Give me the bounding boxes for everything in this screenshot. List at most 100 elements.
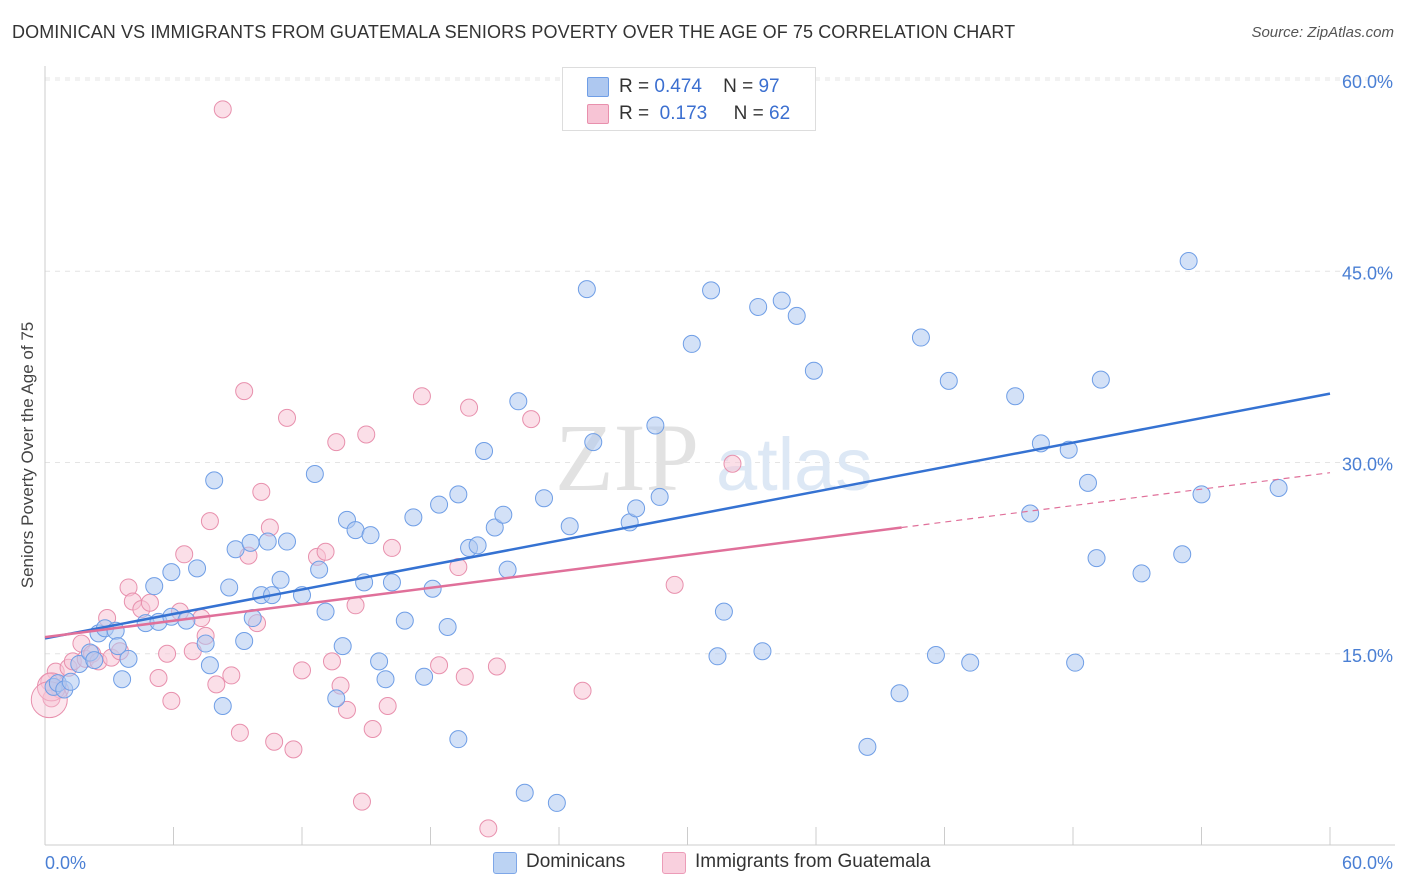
dominican-point[interactable] <box>278 532 297 551</box>
guatemala-point[interactable] <box>573 681 592 700</box>
dominican-point[interactable] <box>702 281 721 300</box>
dominican-point[interactable] <box>772 291 791 310</box>
guatemala-point[interactable] <box>665 575 684 594</box>
guatemala-point[interactable] <box>460 398 479 417</box>
dominican-point[interactable] <box>961 653 980 672</box>
dominican-point[interactable] <box>327 689 346 708</box>
dominican-point[interactable] <box>162 563 181 582</box>
guatemala-point[interactable] <box>213 100 232 119</box>
guatemala-point[interactable] <box>252 482 271 501</box>
guatemala-point[interactable] <box>207 675 226 694</box>
guatemala-point[interactable] <box>723 454 742 473</box>
dominican-point[interactable] <box>560 517 579 536</box>
guatemala-point[interactable] <box>265 732 284 751</box>
dominican-point[interactable] <box>911 328 930 347</box>
guatemala-point[interactable] <box>175 545 194 564</box>
guatemala-point[interactable] <box>140 593 159 612</box>
dominican-point[interactable] <box>241 533 260 552</box>
dominican-point[interactable] <box>1078 473 1097 492</box>
guatemala-point[interactable] <box>487 657 506 676</box>
dominican-point[interactable] <box>220 578 239 597</box>
dominican-point[interactable] <box>119 649 138 668</box>
dominican-point[interactable] <box>475 442 494 461</box>
dominican-point[interactable] <box>305 464 324 483</box>
dominican-point[interactable] <box>1179 252 1198 271</box>
dominican-point[interactable] <box>1091 370 1110 389</box>
dominican-point[interactable] <box>333 637 352 656</box>
guatemala-point[interactable] <box>382 538 401 557</box>
dominican-point[interactable] <box>547 793 566 812</box>
guatemala-point[interactable] <box>378 697 397 716</box>
guatemala-point[interactable] <box>352 792 371 811</box>
guatemala-point[interactable] <box>327 433 346 452</box>
dominican-point[interactable] <box>708 647 727 666</box>
dominican-point[interactable] <box>226 540 245 559</box>
guatemala-point[interactable] <box>337 700 356 719</box>
dominican-point[interactable] <box>200 656 219 675</box>
dominican-point[interactable] <box>1087 549 1106 568</box>
dominican-point[interactable] <box>646 416 665 435</box>
dominican-point[interactable] <box>1021 504 1040 523</box>
dominican-point[interactable] <box>113 670 132 689</box>
guatemala-point[interactable] <box>162 691 181 710</box>
dominican-point[interactable] <box>438 617 457 636</box>
guatemala-point[interactable] <box>235 382 254 401</box>
dominican-point[interactable] <box>271 570 290 589</box>
dominican-point[interactable] <box>205 471 224 490</box>
guatemala-point[interactable] <box>316 542 335 561</box>
dominican-point[interactable] <box>714 602 733 621</box>
dominican-point[interactable] <box>1066 653 1085 672</box>
dominican-point[interactable] <box>213 697 232 716</box>
dominican-point[interactable] <box>404 508 423 527</box>
guatemala-point[interactable] <box>363 719 382 738</box>
dominican-point[interactable] <box>494 505 513 524</box>
dominican-point[interactable] <box>926 646 945 665</box>
guatemala-point[interactable] <box>357 425 376 444</box>
dominican-point[interactable] <box>316 602 335 621</box>
dominican-point[interactable] <box>361 526 380 545</box>
dominican-point[interactable] <box>346 521 365 540</box>
dominican-point[interactable] <box>61 672 80 691</box>
guatemala-point[interactable] <box>278 408 297 427</box>
guatemala-point[interactable] <box>149 668 168 687</box>
dominican-point[interactable] <box>468 536 487 555</box>
dominican-point[interactable] <box>787 306 806 325</box>
dominican-point[interactable] <box>145 577 164 596</box>
dominican-point[interactable] <box>395 611 414 630</box>
dominican-point[interactable] <box>498 560 517 579</box>
dominican-point[interactable] <box>415 667 434 686</box>
dominican-point[interactable] <box>535 489 554 508</box>
dominican-point[interactable] <box>188 559 207 578</box>
dominican-point[interactable] <box>310 560 329 579</box>
guatemala-point[interactable] <box>455 667 474 686</box>
guatemala-point[interactable] <box>322 652 341 671</box>
dominican-point[interactable] <box>85 651 104 670</box>
dominican-point[interactable] <box>196 634 215 653</box>
guatemala-point[interactable] <box>479 819 498 838</box>
guatemala-point[interactable] <box>522 410 541 429</box>
dominican-point[interactable] <box>515 783 534 802</box>
dominican-point[interactable] <box>235 632 254 650</box>
dominican-point[interactable] <box>890 684 909 703</box>
dominican-point[interactable] <box>804 361 823 380</box>
dominican-point[interactable] <box>376 670 395 689</box>
guatemala-point[interactable] <box>230 723 249 742</box>
dominican-point[interactable] <box>1132 564 1151 583</box>
dominican-point[interactable] <box>584 433 603 452</box>
dominican-point[interactable] <box>939 371 958 390</box>
dominican-point[interactable] <box>258 532 277 551</box>
dominican-point[interactable] <box>108 637 127 656</box>
guatemala-point[interactable] <box>284 740 303 759</box>
guatemala-point[interactable] <box>430 656 449 675</box>
dominican-point[interactable] <box>749 297 768 316</box>
dominican-point[interactable] <box>577 280 596 299</box>
dominican-point[interactable] <box>509 392 528 411</box>
dominican-point[interactable] <box>682 334 701 353</box>
dominican-point[interactable] <box>449 485 468 504</box>
dominican-point[interactable] <box>627 499 646 518</box>
dominican-point[interactable] <box>1006 387 1025 406</box>
dominican-point[interactable] <box>370 652 389 671</box>
dominican-point[interactable] <box>858 737 877 756</box>
guatemala-point[interactable] <box>293 661 311 680</box>
dominican-point[interactable] <box>1269 479 1288 497</box>
